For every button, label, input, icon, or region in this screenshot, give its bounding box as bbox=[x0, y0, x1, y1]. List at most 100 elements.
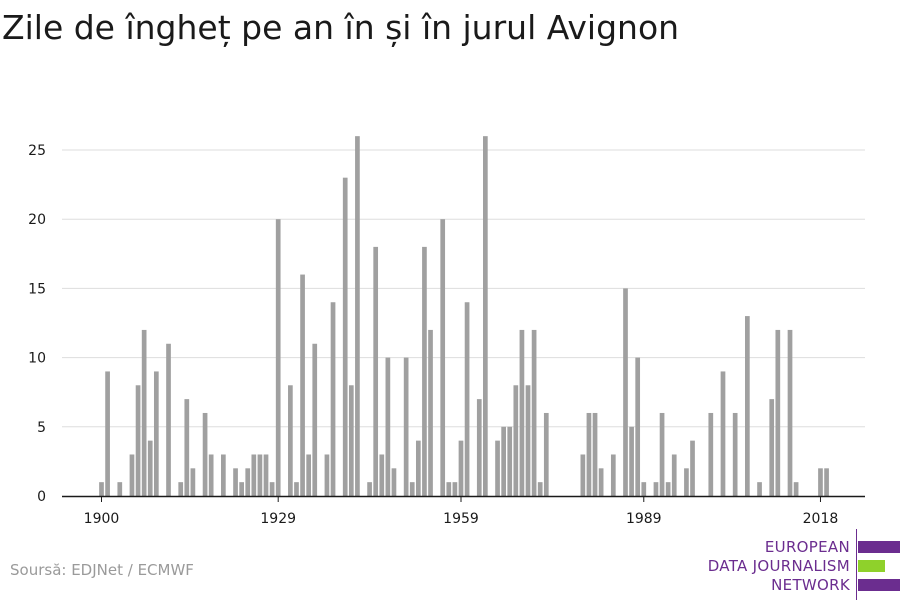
bar-1934[interactable] bbox=[306, 454, 312, 496]
x-tick-label: 2018 bbox=[803, 511, 839, 527]
bar-1922[interactable] bbox=[233, 468, 238, 496]
bar-1988[interactable] bbox=[635, 357, 641, 496]
bar-1917[interactable] bbox=[202, 412, 208, 496]
bar-1967[interactable] bbox=[507, 426, 513, 496]
bar-1935[interactable] bbox=[312, 343, 318, 496]
bar-1947[interactable] bbox=[385, 357, 391, 496]
bar-1980[interactable] bbox=[586, 412, 592, 496]
bar-1948[interactable] bbox=[391, 468, 397, 496]
bar-1941[interactable] bbox=[348, 385, 354, 496]
y-tick-label: 10 bbox=[28, 351, 46, 367]
bar-1945[interactable] bbox=[373, 246, 379, 496]
bar-2000[interactable] bbox=[708, 412, 714, 496]
bar-1926[interactable] bbox=[257, 454, 263, 496]
bar-1951[interactable] bbox=[409, 482, 415, 496]
bar-1984[interactable] bbox=[610, 454, 616, 496]
bar-1924[interactable] bbox=[245, 468, 251, 496]
bar-1971[interactable] bbox=[531, 329, 537, 496]
bar-1973[interactable] bbox=[543, 412, 549, 496]
bar-1969[interactable] bbox=[519, 329, 525, 496]
bar-1966[interactable] bbox=[501, 426, 506, 496]
source-note: Soursă: EDJNet / ECMWF bbox=[10, 561, 194, 579]
bar-1996[interactable] bbox=[684, 468, 689, 496]
bar-1991[interactable] bbox=[653, 482, 659, 496]
bar-1911[interactable] bbox=[166, 343, 171, 496]
bar-1907[interactable] bbox=[141, 329, 147, 496]
bar-1915[interactable] bbox=[190, 468, 196, 496]
bar-2006[interactable] bbox=[745, 316, 750, 496]
bar-1989[interactable] bbox=[641, 482, 647, 496]
bar-1960[interactable] bbox=[464, 302, 470, 496]
bar-1981[interactable] bbox=[592, 412, 598, 496]
bar-1927[interactable] bbox=[263, 454, 269, 496]
bar-2004[interactable] bbox=[732, 412, 738, 496]
x-tick-label: 1929 bbox=[260, 511, 296, 527]
bar-1994[interactable] bbox=[671, 454, 677, 496]
y-axis-ticks: 0 5 10 15 20 25 bbox=[28, 143, 46, 505]
bar-2018[interactable] bbox=[818, 468, 823, 496]
bar-2019[interactable] bbox=[824, 468, 829, 496]
bar-1987[interactable] bbox=[629, 426, 634, 496]
bar-1906[interactable] bbox=[135, 385, 141, 496]
bar-1965[interactable] bbox=[495, 440, 500, 496]
bar-1950[interactable] bbox=[403, 357, 409, 496]
bar-1953[interactable] bbox=[422, 246, 427, 496]
bar-1968[interactable] bbox=[513, 385, 519, 496]
bar-1946[interactable] bbox=[379, 454, 385, 496]
bar-2008[interactable] bbox=[757, 482, 762, 496]
bar-1972[interactable] bbox=[537, 482, 543, 496]
bar-1914[interactable] bbox=[184, 399, 190, 496]
bar-1923[interactable] bbox=[239, 482, 244, 496]
bar-1962[interactable] bbox=[476, 399, 482, 496]
bar-1997[interactable] bbox=[690, 440, 695, 496]
bar-1903[interactable] bbox=[117, 482, 123, 496]
bar-1954[interactable] bbox=[428, 329, 433, 496]
bar-1933[interactable] bbox=[300, 274, 305, 496]
bar-1957[interactable] bbox=[446, 482, 452, 496]
chart-title: Zile de îngheț pe an în și în jurul Avig… bbox=[2, 8, 680, 47]
bar-2013[interactable] bbox=[787, 329, 793, 496]
bar-1986[interactable] bbox=[623, 288, 628, 496]
bar-2002[interactable] bbox=[720, 371, 726, 496]
bar-1958[interactable] bbox=[452, 482, 458, 496]
bar-2011[interactable] bbox=[775, 329, 781, 496]
bar-1944[interactable] bbox=[367, 482, 372, 496]
bar-1920[interactable] bbox=[221, 454, 226, 496]
bar-1937[interactable] bbox=[324, 454, 330, 496]
bar-1982[interactable] bbox=[598, 468, 604, 496]
logo-divider bbox=[856, 529, 857, 600]
bar-1932[interactable] bbox=[294, 482, 299, 496]
x-tick-label: 1959 bbox=[443, 511, 479, 527]
bar-2010[interactable] bbox=[769, 399, 775, 496]
bar-1938[interactable] bbox=[330, 302, 336, 496]
y-tick-label: 20 bbox=[28, 212, 46, 228]
bar-2014[interactable] bbox=[793, 482, 799, 496]
bar-1908[interactable] bbox=[147, 440, 153, 496]
bar-1901[interactable] bbox=[105, 371, 110, 496]
bar-1952[interactable] bbox=[415, 440, 421, 496]
bar-1931[interactable] bbox=[288, 385, 293, 496]
bar-1900[interactable] bbox=[99, 482, 104, 496]
bar-1918[interactable] bbox=[208, 454, 214, 496]
bar-1940[interactable] bbox=[342, 177, 348, 496]
y-tick-label: 5 bbox=[37, 420, 46, 436]
bar-1993[interactable] bbox=[665, 482, 671, 496]
bar-1913[interactable] bbox=[178, 482, 184, 496]
bar-1909[interactable] bbox=[153, 371, 159, 496]
bar-1970[interactable] bbox=[525, 385, 531, 496]
bar-1905[interactable] bbox=[129, 454, 135, 496]
bar-1929[interactable] bbox=[275, 219, 281, 496]
bar-1928[interactable] bbox=[269, 482, 275, 496]
x-tick-label: 1989 bbox=[626, 511, 662, 527]
bar-1963[interactable] bbox=[483, 136, 488, 496]
bar-1956[interactable] bbox=[440, 219, 446, 496]
x-axis: 1900 1929 1959 1989 2018 bbox=[62, 495, 865, 527]
bar-1992[interactable] bbox=[659, 412, 665, 496]
edjnet-logo[interactable]: EUROPEAN DATA JOURNALISM NETWORK bbox=[700, 529, 900, 600]
bar-1979[interactable] bbox=[580, 454, 586, 496]
bar-1925[interactable] bbox=[251, 454, 257, 496]
y-tick-label: 0 bbox=[37, 489, 46, 505]
bar-1942[interactable] bbox=[355, 136, 360, 496]
bar-1959[interactable] bbox=[458, 440, 464, 496]
